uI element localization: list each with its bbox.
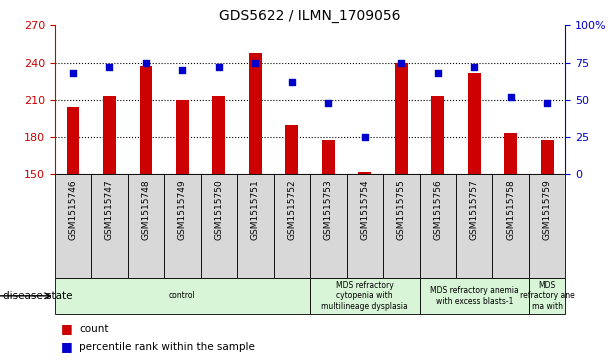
Text: GSM1515759: GSM1515759	[543, 179, 551, 240]
Bar	[164, 174, 201, 278]
Text: MDS refractory anemia
with excess blasts-1: MDS refractory anemia with excess blasts…	[430, 286, 519, 306]
Text: GSM1515755: GSM1515755	[397, 179, 406, 240]
Point	[214, 64, 224, 70]
Bar	[420, 278, 529, 314]
Bar	[249, 53, 261, 174]
Bar	[285, 125, 298, 174]
Text: GSM1515754: GSM1515754	[361, 179, 369, 240]
Bar	[66, 107, 79, 174]
Bar	[237, 174, 274, 278]
Bar	[176, 100, 188, 174]
Bar	[504, 133, 517, 174]
Point	[287, 79, 297, 85]
Text: GSM1515748: GSM1515748	[142, 179, 150, 240]
Point	[178, 67, 187, 73]
Point	[360, 134, 370, 140]
Bar	[310, 278, 420, 314]
Point	[396, 60, 406, 65]
Bar	[383, 174, 420, 278]
Text: GSM1515758: GSM1515758	[506, 179, 515, 240]
Text: GSM1515752: GSM1515752	[288, 179, 296, 240]
Bar	[91, 174, 128, 278]
Bar	[274, 174, 310, 278]
Point	[105, 64, 114, 70]
Point	[506, 94, 516, 100]
Point	[469, 64, 479, 70]
Bar	[139, 66, 152, 174]
Bar	[492, 174, 529, 278]
Text: GSM1515749: GSM1515749	[178, 179, 187, 240]
Text: MDS refractory
cytopenia with
multilineage dysplasia: MDS refractory cytopenia with multilinea…	[322, 281, 408, 311]
Point	[141, 60, 151, 65]
Point	[323, 100, 333, 106]
Point	[542, 100, 552, 106]
Text: MDS
refractory ane
ma with: MDS refractory ane ma with	[520, 281, 575, 311]
Bar	[310, 174, 347, 278]
Bar	[55, 278, 310, 314]
Bar	[541, 139, 553, 174]
Bar	[431, 96, 444, 174]
Point	[250, 60, 260, 65]
Bar	[103, 96, 116, 174]
Bar	[55, 174, 91, 278]
Bar	[395, 62, 407, 174]
Text: control: control	[169, 291, 196, 300]
Bar	[128, 174, 164, 278]
Bar	[347, 174, 383, 278]
Point	[68, 70, 78, 76]
Text: ■: ■	[61, 322, 72, 335]
Text: disease state: disease state	[3, 291, 72, 301]
Bar	[201, 174, 237, 278]
Text: GSM1515746: GSM1515746	[69, 179, 77, 240]
Text: count: count	[79, 323, 109, 334]
Bar	[420, 174, 456, 278]
Bar	[322, 139, 334, 174]
Bar	[212, 96, 225, 174]
Title: GDS5622 / ILMN_1709056: GDS5622 / ILMN_1709056	[219, 9, 401, 23]
Text: GSM1515757: GSM1515757	[470, 179, 478, 240]
Text: percentile rank within the sample: percentile rank within the sample	[79, 342, 255, 352]
Text: GSM1515753: GSM1515753	[324, 179, 333, 240]
Text: GSM1515747: GSM1515747	[105, 179, 114, 240]
Bar	[468, 73, 480, 174]
Bar	[529, 174, 565, 278]
Bar	[529, 278, 565, 314]
Bar	[358, 172, 371, 174]
Bar	[456, 174, 492, 278]
Point	[433, 70, 443, 76]
Text: GSM1515756: GSM1515756	[434, 179, 442, 240]
Text: ■: ■	[61, 340, 72, 353]
Text: GSM1515751: GSM1515751	[251, 179, 260, 240]
Text: GSM1515750: GSM1515750	[215, 179, 223, 240]
